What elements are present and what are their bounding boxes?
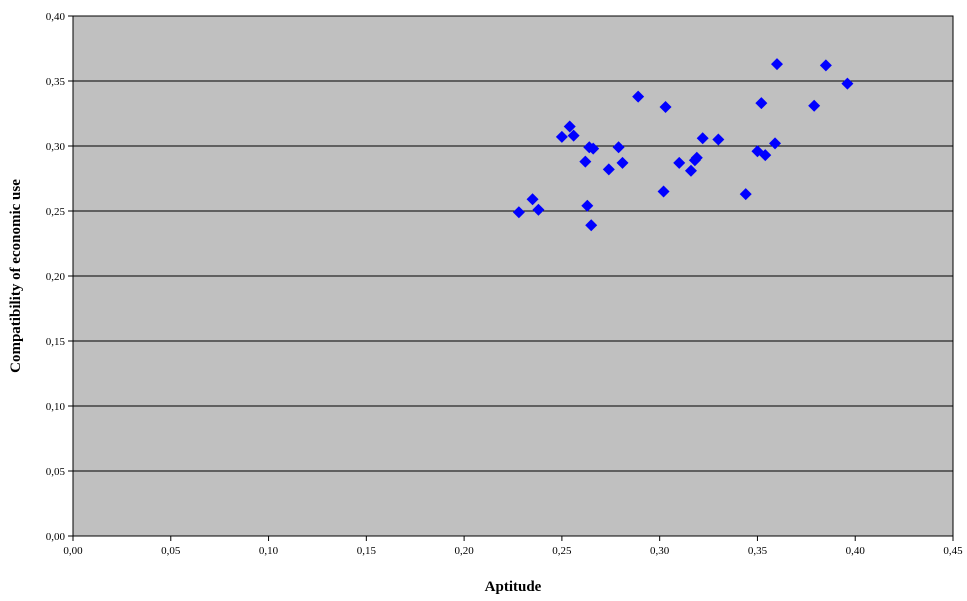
x-axis-title: Aptitude bbox=[485, 579, 542, 595]
x-tick-label: 0,15 bbox=[357, 545, 377, 557]
y-tick-label: 0,00 bbox=[46, 531, 66, 543]
data-point bbox=[690, 151, 703, 164]
data-point bbox=[612, 141, 625, 154]
x-tick-label: 0,35 bbox=[748, 545, 768, 557]
data-point bbox=[673, 156, 686, 169]
x-tick-label: 0,20 bbox=[454, 545, 474, 557]
x-axis-ticks: 0,00 0,05 0,10 0,15 0,20 0,25 0,30 0,35 0,40 0,45 bbox=[63, 536, 963, 557]
data-point bbox=[739, 188, 752, 201]
y-tick-label: 0,10 bbox=[46, 401, 66, 413]
data-point bbox=[759, 149, 772, 162]
data-point bbox=[769, 137, 782, 150]
data-point bbox=[532, 203, 545, 216]
data-point bbox=[526, 193, 539, 206]
y-tick-label: 0,25 bbox=[46, 206, 66, 218]
y-tick-label: 0,35 bbox=[46, 76, 66, 88]
data-point bbox=[808, 99, 821, 112]
x-tick-label: 0,00 bbox=[63, 545, 83, 557]
data-point bbox=[696, 132, 709, 145]
y-tick-label: 0,20 bbox=[46, 271, 66, 283]
gridlines bbox=[73, 80, 953, 472]
data-point bbox=[755, 97, 768, 110]
data-point bbox=[819, 59, 832, 72]
data-point bbox=[632, 90, 645, 103]
data-point bbox=[585, 219, 598, 232]
x-tick-label: 0,45 bbox=[943, 545, 963, 557]
data-point bbox=[659, 101, 672, 113]
x-tick-label: 0,05 bbox=[161, 545, 181, 557]
y-tick-label: 0,05 bbox=[46, 466, 66, 478]
data-point bbox=[616, 156, 629, 169]
data-point bbox=[512, 206, 525, 219]
y-tick-label: 0,40 bbox=[46, 11, 66, 23]
data-point bbox=[771, 58, 783, 71]
data-point bbox=[657, 185, 670, 198]
data-points bbox=[512, 58, 854, 232]
y-axis-title: Compatibility of economic use bbox=[8, 179, 24, 373]
data-point bbox=[581, 199, 594, 212]
y-axis-ticks: 0,00 0,05 0,10 0,15 0,20 0,25 0,30 0,35 0,40 bbox=[46, 11, 73, 543]
data-point bbox=[841, 77, 854, 90]
data-point bbox=[567, 129, 580, 142]
data-point bbox=[555, 130, 568, 143]
data-point bbox=[712, 133, 725, 146]
x-tick-label: 0,10 bbox=[259, 545, 279, 557]
y-tick-label: 0,15 bbox=[46, 336, 66, 348]
data-point bbox=[563, 120, 576, 133]
data-point bbox=[587, 142, 600, 155]
x-tick-label: 0,40 bbox=[846, 545, 866, 557]
x-tick-label: 0,30 bbox=[650, 545, 670, 557]
data-point bbox=[579, 155, 592, 168]
x-tick-label: 0,25 bbox=[552, 545, 572, 557]
y-tick-label: 0,30 bbox=[46, 141, 66, 153]
data-point bbox=[684, 164, 697, 177]
data-point bbox=[602, 163, 615, 176]
